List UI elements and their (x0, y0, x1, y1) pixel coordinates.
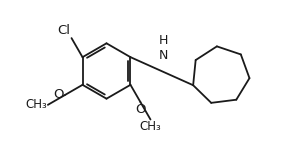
Text: O: O (135, 103, 146, 116)
Text: O: O (54, 88, 64, 101)
Text: CH₃: CH₃ (25, 98, 47, 111)
Text: Cl: Cl (58, 24, 70, 37)
Text: H
N: H N (159, 34, 169, 62)
Text: CH₃: CH₃ (140, 120, 161, 133)
